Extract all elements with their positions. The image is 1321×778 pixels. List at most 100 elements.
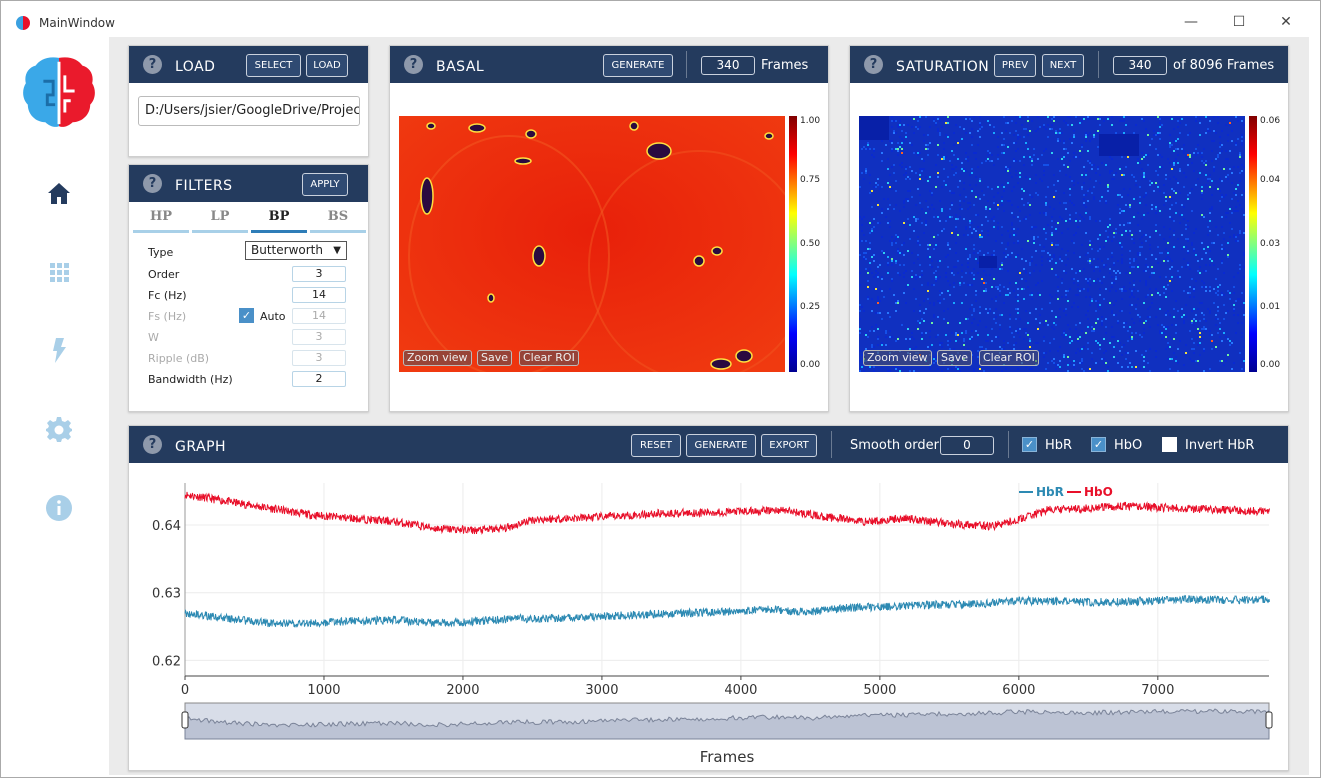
order-field[interactable]: 3: [292, 266, 346, 282]
basal-colorbar: [789, 116, 797, 372]
cbar-tick: 0.06: [1260, 116, 1281, 126]
type-select[interactable]: Butterworth ▼: [245, 241, 347, 260]
load-button[interactable]: LOAD: [306, 54, 348, 77]
saturation-header: ? SATURATION PREV NEXT 340 of 8096 Frame…: [850, 46, 1288, 83]
clear-roi-button[interactable]: Clear ROI: [979, 350, 1039, 366]
content-area: ? LOAD SELECT LOAD D:/Users/jsier/Google…: [109, 37, 1309, 775]
range-handle-left[interactable]: [181, 711, 189, 729]
saturation-panel: ? SATURATION PREV NEXT 340 of 8096 Frame…: [849, 45, 1289, 412]
divider: [1098, 51, 1099, 78]
basal-panel: ? BASAL GENERATE 340 Frames: [389, 45, 829, 412]
invert-hbr-checkbox[interactable]: [1162, 437, 1177, 452]
divider: [686, 51, 687, 78]
basal-image[interactable]: [399, 116, 785, 372]
cbar-tick: 0.00: [1260, 360, 1281, 370]
invert-hbr-label: Invert HbR: [1185, 438, 1255, 453]
ripple-label: Ripple (dB): [148, 352, 210, 365]
order-label: Order: [148, 268, 180, 281]
smooth-order-input[interactable]: 0: [940, 436, 994, 455]
hbo-checkbox[interactable]: ✓: [1091, 437, 1106, 452]
basal-title: BASAL: [436, 59, 485, 75]
type-label: Type: [148, 246, 174, 259]
auto-checkbox[interactable]: ✓: [239, 308, 254, 323]
help-icon[interactable]: ?: [143, 55, 162, 74]
lightning-icon[interactable]: [44, 335, 74, 365]
help-icon[interactable]: ?: [143, 174, 162, 193]
cbar-tick: 0.04: [1260, 175, 1281, 185]
path-input[interactable]: D:/Users/jsier/GoogleDrive/Projects: [138, 96, 360, 126]
x-tick-label: 4000: [724, 683, 757, 698]
saturation-colorbar: [1249, 116, 1257, 372]
divider: [831, 431, 832, 458]
load-title: LOAD: [175, 59, 216, 75]
tab-bp[interactable]: BP: [251, 209, 307, 233]
hbr-checkbox[interactable]: ✓: [1022, 437, 1037, 452]
sidebar: [10, 37, 108, 775]
gear-icon[interactable]: [44, 414, 74, 444]
clear-roi-button[interactable]: Clear ROI: [519, 350, 579, 366]
cbar-tick: 0.50: [800, 239, 821, 249]
legend-label: HbR: [1036, 485, 1064, 499]
cbar-tick: 1.00: [800, 116, 821, 126]
reset-button[interactable]: RESET: [631, 434, 681, 457]
fc-field[interactable]: 14: [292, 287, 346, 303]
save-button[interactable]: Save: [937, 350, 973, 366]
cbar-tick: 0.75: [800, 175, 821, 185]
frames-input[interactable]: 340: [701, 56, 755, 75]
save-button[interactable]: Save: [477, 350, 513, 366]
prev-button[interactable]: PREV: [994, 54, 1036, 77]
fs-field: 14: [292, 308, 346, 324]
cbar-tick: 0.00: [800, 360, 821, 370]
next-button[interactable]: NEXT: [1042, 54, 1084, 77]
type-value: Butterworth: [251, 243, 323, 257]
fs-label: Fs (Hz): [148, 310, 187, 323]
help-icon[interactable]: ?: [143, 435, 162, 454]
range-handle-right[interactable]: [1265, 711, 1273, 729]
smooth-order-label: Smooth order: [850, 438, 939, 453]
apply-button[interactable]: APPLY: [302, 173, 348, 196]
auto-label: Auto: [260, 310, 286, 323]
grid-icon[interactable]: [44, 257, 74, 287]
zoom-view-button[interactable]: Zoom view: [403, 350, 472, 366]
divider: [1008, 431, 1009, 458]
cbar-tick: 0.03: [1260, 239, 1281, 249]
x-tick-label: 2000: [446, 683, 479, 698]
select-button[interactable]: SELECT: [246, 54, 301, 77]
frame-input[interactable]: 340: [1113, 56, 1167, 75]
load-header: ? LOAD SELECT LOAD: [129, 46, 368, 83]
line-chart[interactable]: 0 1000 2000 3000 4000 5000 6000 7000 0.64 0.63 0.6…: [129, 463, 1288, 770]
bandwidth-field[interactable]: 2: [292, 371, 346, 387]
info-icon[interactable]: [44, 493, 74, 523]
cbar-tick: 0.25: [800, 302, 821, 312]
minimize-button[interactable]: —: [1184, 14, 1198, 30]
export-button[interactable]: EXPORT: [761, 434, 817, 457]
ripple-field: 3: [292, 350, 346, 366]
generate-button[interactable]: GENERATE: [686, 434, 756, 457]
tab-hp[interactable]: HP: [133, 209, 189, 233]
range-slider-series: [184, 708, 1270, 740]
help-icon[interactable]: ?: [864, 55, 883, 74]
hbo-label: HbO: [1114, 438, 1143, 453]
tab-bs[interactable]: BS: [310, 209, 366, 233]
home-icon[interactable]: [44, 179, 74, 209]
zoom-view-button[interactable]: Zoom view: [863, 350, 932, 366]
x-tick-label: 1000: [307, 683, 340, 698]
fc-label: Fc (Hz): [148, 289, 187, 302]
x-axis-label: Frames: [700, 748, 755, 766]
tab-lp[interactable]: LP: [192, 209, 248, 233]
graph-title: GRAPH: [175, 439, 227, 455]
hbr-label: HbR: [1045, 438, 1073, 453]
of-frames-label: of 8096 Frames: [1173, 58, 1275, 73]
basal-header: ? BASAL GENERATE 340 Frames: [390, 46, 828, 83]
filters-header: ? FILTERS APPLY: [129, 165, 368, 202]
generate-button[interactable]: GENERATE: [603, 54, 673, 77]
close-button[interactable]: ✕: [1280, 14, 1292, 30]
saturation-image[interactable]: [859, 116, 1245, 372]
maximize-button[interactable]: ☐: [1232, 14, 1246, 30]
x-tick-label: 5000: [863, 683, 896, 698]
graph-header: ? GRAPH RESET GENERATE EXPORT Smooth ord…: [129, 426, 1288, 463]
help-icon[interactable]: ?: [404, 55, 423, 74]
filter-tabs: HP LP BP BS: [129, 209, 367, 235]
cbar-tick: 0.01: [1260, 302, 1281, 312]
